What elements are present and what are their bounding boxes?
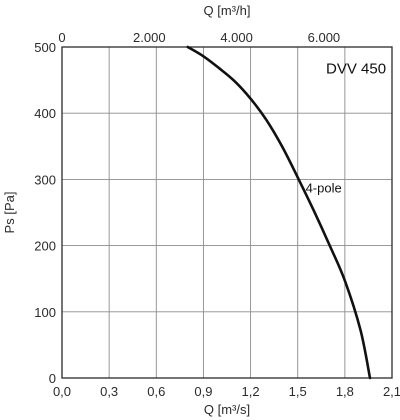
- x-tick-label: 1,5: [289, 384, 307, 399]
- x-tick-label: 0,3: [100, 384, 118, 399]
- y-tick-label: 500: [34, 40, 56, 55]
- series-group: [186, 45, 372, 380]
- x2-axis-title: Q [m³/h]: [204, 3, 251, 18]
- y-tick-label: 300: [34, 172, 56, 187]
- y-tick-label: 100: [34, 305, 56, 320]
- x2-axis-ticks: 0 2.000 4.000 6.000: [58, 30, 340, 45]
- chart-title: DVV 450: [326, 60, 386, 77]
- x2-tick-label: 6.000: [308, 30, 341, 45]
- x-tick-label: 2,1: [383, 384, 400, 399]
- y-tick-label: 200: [34, 239, 56, 254]
- x-axis-ticks: 0,0 0,3 0,6 0,9 1,2 1,5 1,8 2,1: [53, 384, 400, 399]
- y-tick-label: 400: [34, 106, 56, 121]
- x-tick-label: 0,0: [53, 384, 71, 399]
- x-axis-title: Q [m³/s]: [204, 402, 250, 417]
- series-label: 4-pole: [306, 181, 342, 196]
- x2-tick-label: 4.000: [220, 30, 253, 45]
- x-tick-label: 0,6: [147, 384, 165, 399]
- x-tick-label: 1,8: [336, 384, 354, 399]
- y-axis-ticks: 0 100 200 300 400 500: [34, 40, 56, 386]
- plot-frame: [61, 46, 393, 379]
- series-line-4-pole: [186, 45, 372, 380]
- y-axis-title: Ps [Pa]: [2, 192, 17, 234]
- x2-tick-label: 2.000: [133, 30, 166, 45]
- grid: [62, 47, 392, 378]
- y-tick-label: 0: [49, 371, 56, 386]
- annotations: DVV 450 4-pole: [306, 60, 386, 195]
- x-tick-label: 0,9: [194, 384, 212, 399]
- x2-tick-label: 0: [58, 30, 65, 45]
- x-tick-label: 1,2: [242, 384, 260, 399]
